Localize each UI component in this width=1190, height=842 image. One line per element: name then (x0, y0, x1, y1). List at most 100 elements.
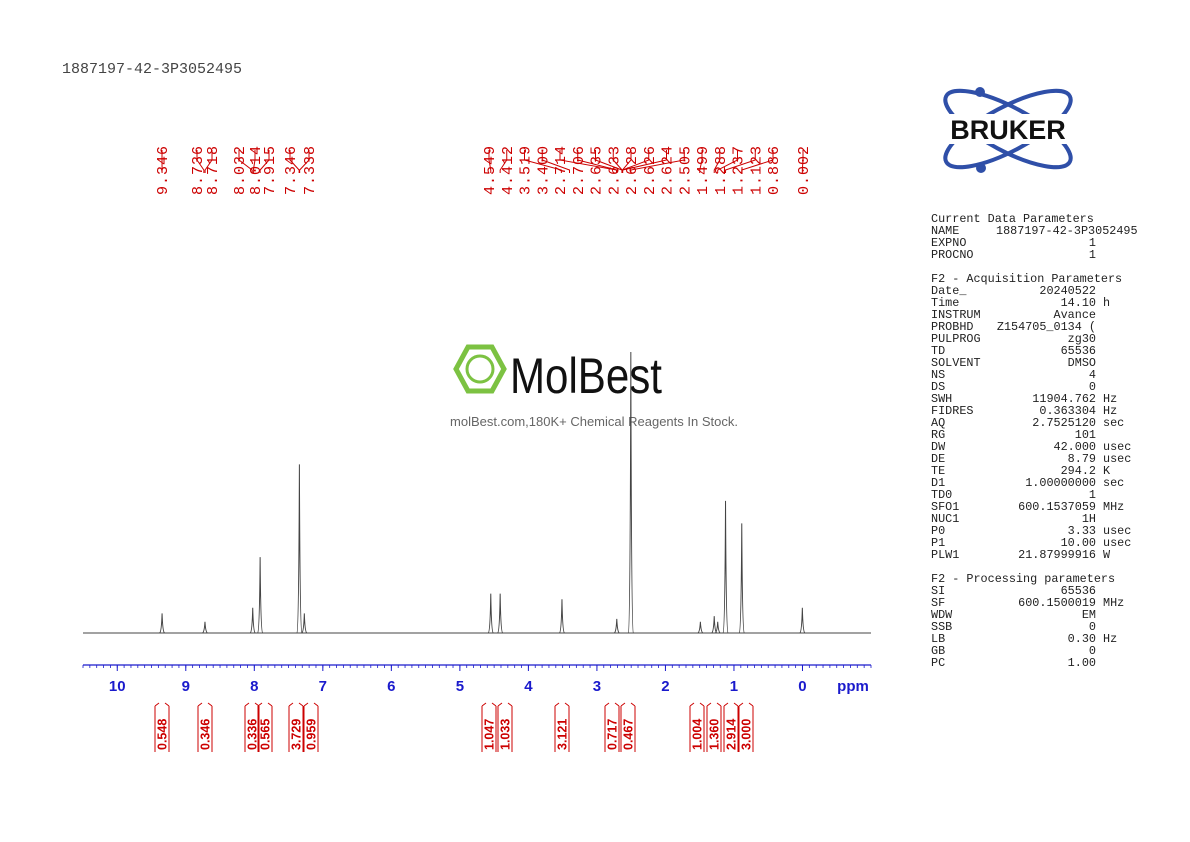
integral-bracket (303, 702, 319, 752)
param-key: TD (931, 344, 945, 358)
peak (202, 621, 208, 634)
peak-connector (717, 150, 738, 173)
peak-label: 8.718 (205, 145, 222, 195)
ring-icon (465, 354, 495, 384)
peak (613, 618, 620, 634)
peak-label: 0.886 (766, 145, 783, 195)
peak-connector (499, 150, 508, 173)
param-value: zg30 (1068, 332, 1096, 346)
peak-connector (559, 150, 618, 173)
peak-label: 4.412 (500, 145, 517, 195)
orbit (943, 88, 1073, 170)
integral-bracket (554, 702, 570, 752)
peak (257, 557, 264, 634)
peak-connector (289, 150, 300, 173)
param-unit: K (1103, 464, 1111, 478)
section-title: F2 - Acquisition Parameters (931, 272, 1122, 286)
param-value: 1 (1089, 248, 1096, 262)
param-key: RG (931, 428, 945, 442)
brand-tagline: molBest.com,180K+ Chemical Reagents In S… (450, 414, 738, 429)
param-key: NUC1 (931, 512, 959, 526)
param-unit: sec (1103, 476, 1124, 490)
peak (497, 593, 504, 634)
param-value: 294.2 (1061, 464, 1096, 478)
integral-bracket (497, 702, 513, 752)
peak-label: 2.505 (677, 145, 694, 195)
param-key: P0 (931, 524, 945, 538)
param-key: SWH (931, 392, 952, 406)
param-value: 0.30 (1068, 632, 1096, 646)
x-tick-label: 2 (661, 678, 669, 695)
integral-bracket (604, 702, 620, 752)
param-unit: Hz (1103, 392, 1117, 406)
integral-label: 3.000 (740, 719, 754, 750)
param-value: DMSO (1068, 356, 1096, 370)
integral-bracket (620, 702, 636, 752)
x-tick-label: 0 (798, 678, 806, 695)
param-key: INSTRUM (931, 308, 981, 322)
peak (714, 621, 721, 634)
param-key: PC (931, 656, 945, 670)
x-tick-label: 9 (182, 678, 190, 695)
peak-connector (699, 150, 703, 173)
param-key: PLW1 (931, 548, 959, 562)
peak-label: 7.338 (302, 145, 319, 195)
param-key: Time (931, 296, 959, 310)
peak (559, 599, 565, 634)
hexagon-icon (453, 344, 507, 394)
peak-label: 2.633 (606, 145, 623, 195)
peak-label: 2.626 (642, 145, 659, 195)
param-key: D1 (931, 476, 945, 490)
peak-label: 3.519 (518, 145, 535, 195)
integral-label: 0.959 (305, 719, 319, 750)
x-axis-label: ppm (837, 678, 869, 695)
peak-label: 8.032 (232, 145, 249, 195)
param-key: FIDRES (931, 404, 973, 418)
param-key: SF (931, 596, 945, 610)
x-tick-label: 8 (250, 678, 258, 695)
param-value: Avance (1054, 308, 1096, 322)
param-unit: Hz (1103, 404, 1117, 418)
param-key: NAME (931, 224, 959, 238)
param-value: 65536 (1061, 344, 1096, 358)
param-value: 21.87999916 (1018, 548, 1096, 562)
param-key: TE (931, 464, 945, 478)
param-key: P1 (931, 536, 945, 550)
param-value: EM (1082, 608, 1096, 622)
peak-label: 8.014 (248, 145, 265, 195)
peak-label: 2.635 (589, 145, 606, 195)
peak-connector (488, 150, 492, 173)
param-key: PULPROG (931, 332, 981, 346)
peak-label: 1.237 (731, 145, 748, 195)
peak-label: 1.288 (713, 145, 730, 195)
peak (296, 464, 303, 634)
integral-label: 3.121 (556, 719, 570, 750)
peak-connector (741, 150, 774, 173)
param-unit: sec (1103, 416, 1124, 430)
param-value: 4 (1089, 368, 1096, 382)
param-key: SI (931, 584, 945, 598)
x-tick-label: 4 (524, 678, 533, 695)
param-value: 1887197-42-3P3052495 (996, 224, 1138, 238)
param-key: NS (931, 368, 945, 382)
peak-label: 8.736 (190, 145, 207, 195)
integral-label: 0.346 (199, 719, 213, 750)
peak-connector (524, 150, 562, 173)
x-tick-label: 7 (319, 678, 327, 695)
param-value: 101 (1075, 428, 1096, 442)
peak-connector (252, 150, 256, 173)
param-value: 1 (1089, 236, 1096, 250)
peak (799, 607, 806, 634)
bruker-logo: BRUKER (922, 87, 1094, 173)
param-unit: usec (1103, 440, 1131, 454)
integral-bracket (723, 702, 739, 752)
integral-label: 1.004 (691, 719, 705, 750)
integral-bracket (481, 702, 497, 752)
param-key: AQ (931, 416, 945, 430)
peak-label: 2.706 (571, 145, 588, 195)
peak (301, 613, 308, 634)
param-value: 1.00 (1068, 656, 1096, 670)
